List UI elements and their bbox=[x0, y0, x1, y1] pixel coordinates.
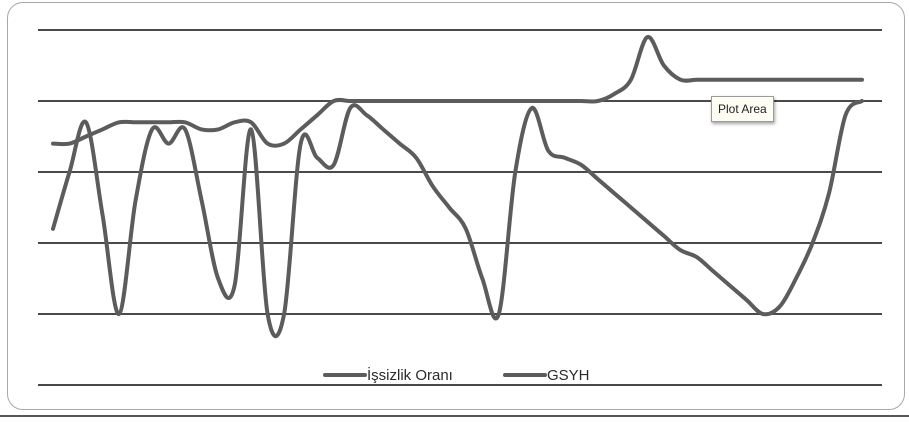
chart-frame bbox=[7, 2, 905, 410]
gridlines bbox=[38, 29, 882, 386]
series-line-issizlik bbox=[51, 99, 864, 339]
bottom-rule bbox=[0, 415, 909, 417]
series-lines bbox=[51, 35, 864, 339]
legend: İşsizlik Oranı GSYH bbox=[323, 366, 590, 384]
series-line-gsyh bbox=[51, 35, 864, 148]
plot-area-tooltip: Plot Area bbox=[711, 96, 774, 122]
legend-label-gsyh: GSYH bbox=[547, 367, 590, 384]
legend-label-issizlik: İşsizlik Oranı bbox=[367, 366, 453, 384]
